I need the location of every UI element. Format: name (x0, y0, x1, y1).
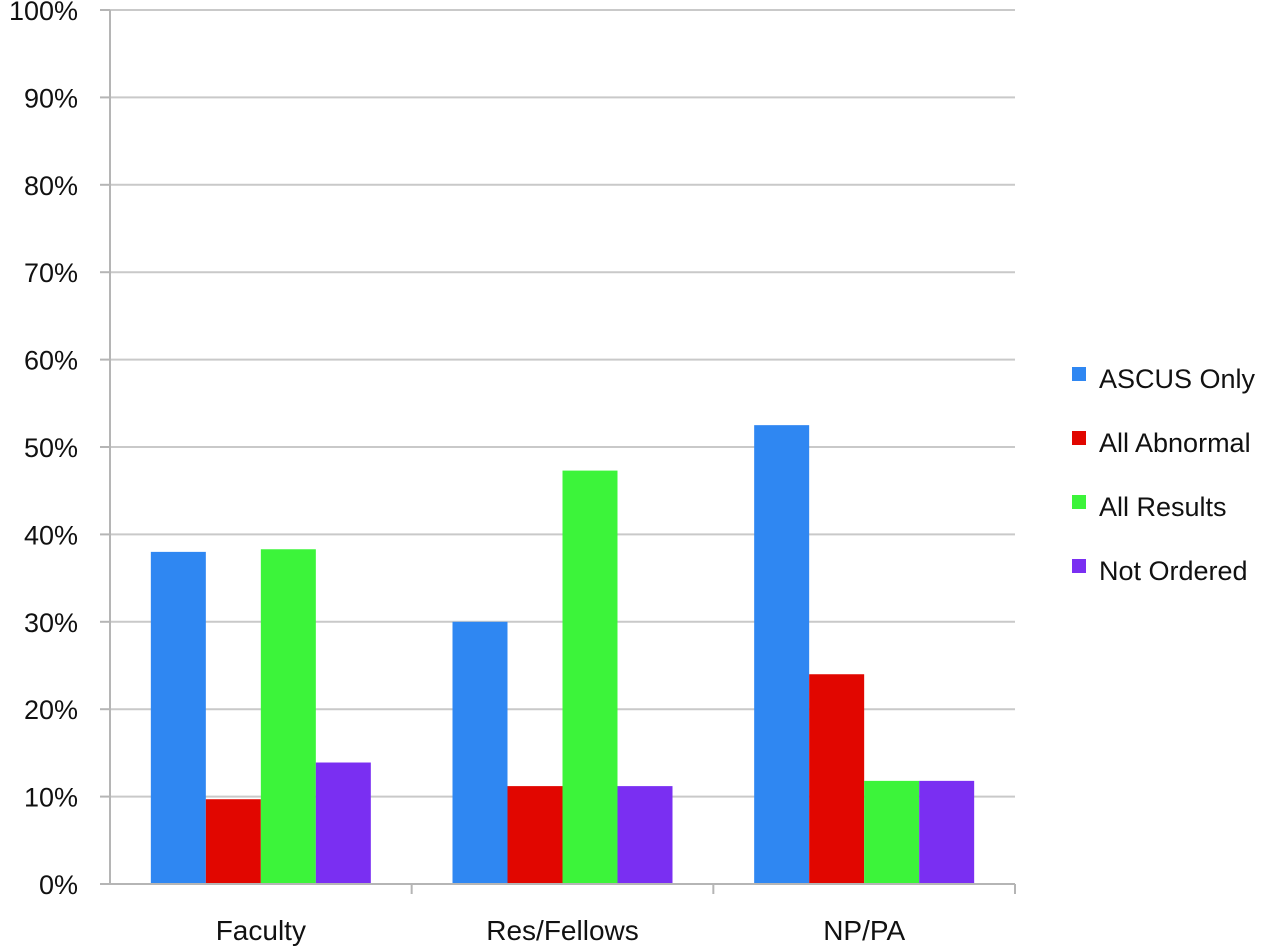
legend-label: All Results (1099, 492, 1227, 522)
y-tick-label: 20% (24, 695, 78, 725)
y-tick-label: 0% (39, 870, 78, 900)
category-label: Faculty (216, 915, 306, 946)
bar-not-ordered-faculty (315, 762, 371, 884)
bar-ascus-only-res-fellows (452, 621, 508, 884)
legend-label: All Abnormal (1099, 428, 1251, 458)
y-tick-label: 10% (24, 783, 78, 813)
bar-not-ordered-res-fellows (617, 786, 673, 884)
y-tick-label: 60% (24, 346, 78, 376)
bar-all-abnormal-np-pa (809, 674, 865, 884)
y-tick-label: 100% (9, 0, 78, 26)
category-label: Res/Fellows (486, 915, 638, 946)
bar-ascus-only-np-pa (754, 425, 810, 884)
y-tick-label: 50% (24, 433, 78, 463)
y-tick-label: 80% (24, 171, 78, 201)
bar-all-abnormal-faculty (205, 799, 261, 884)
bar-not-ordered-np-pa (919, 780, 975, 884)
axes (100, 9, 1016, 894)
category-labels: Faculty Res/Fellows NP/PA (216, 915, 906, 946)
legend-label: ASCUS Only (1099, 364, 1256, 394)
legend-swatch (1072, 495, 1086, 509)
bar-ascus-only-faculty (150, 551, 206, 884)
y-tick-label: 30% (24, 608, 78, 638)
bars (150, 425, 975, 884)
y-tick-label: 70% (24, 258, 78, 288)
bar-all-abnormal-res-fellows (507, 786, 563, 884)
y-tick-label: 90% (24, 83, 78, 113)
legend-label: Not Ordered (1099, 556, 1248, 586)
bar-all-results-res-fellows (562, 470, 618, 884)
bar-all-results-np-pa (864, 780, 920, 884)
bar-all-results-faculty (260, 549, 316, 884)
legend: ASCUS Only All Abnormal All Results Not Ord… (1072, 364, 1256, 586)
y-tick-labels: 0% 10% 20% 30% 40% 50% 60% 70% 80% 90% 100% (9, 0, 78, 900)
y-tick-label: 40% (24, 520, 78, 550)
legend-swatch (1072, 559, 1086, 573)
category-label: NP/PA (823, 915, 905, 946)
legend-swatch (1072, 367, 1086, 381)
legend-swatch (1072, 431, 1086, 445)
